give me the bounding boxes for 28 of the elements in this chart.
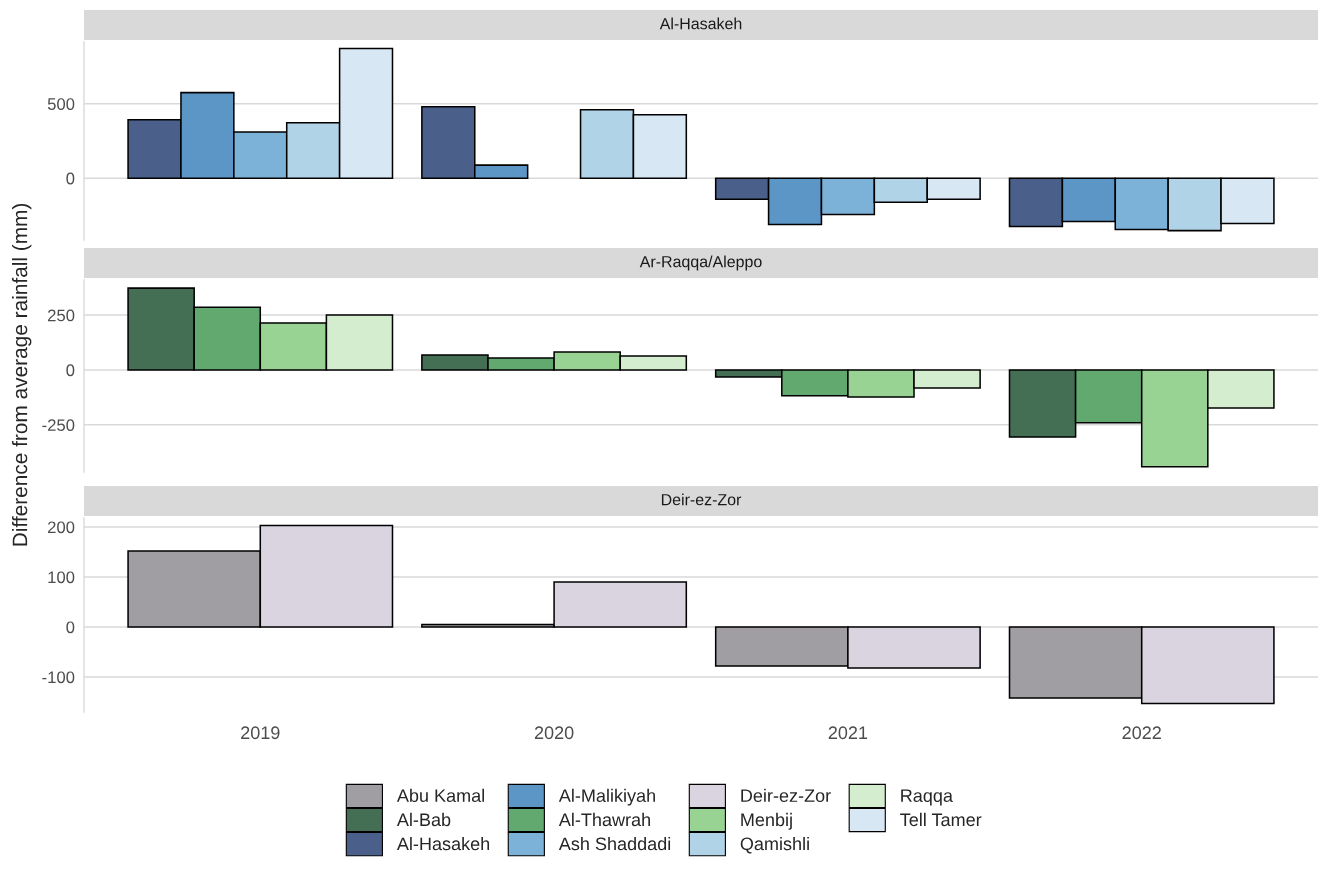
- chart-title: Ar-Raqqa/Aleppo: [639, 255, 762, 271]
- x-tick-label: 2020: [534, 726, 574, 740]
- y-tick-label: 200: [48, 521, 75, 534]
- x-tick-label: 2021: [828, 726, 868, 740]
- legend-label: Tell Tamer: [900, 812, 982, 827]
- y-tick-label: 250: [48, 309, 75, 322]
- legend-label: Al-Malikiyah: [558, 788, 655, 806]
- chart-title: Al-Hasakeh: [659, 17, 742, 30]
- legend-label: Deir-ez-Zor: [741, 788, 831, 803]
- legend-label: Al-Bab: [396, 812, 451, 827]
- x-tick-label: 2022: [1122, 726, 1161, 740]
- y-tick-label: 100: [48, 571, 75, 584]
- legend-label: Abu Kamal: [396, 788, 484, 803]
- y-tick-label: 0: [66, 172, 75, 185]
- legend-label: Qamishli: [740, 836, 809, 854]
- y-tick-label: -250: [42, 419, 75, 432]
- y-axis-title: Difference from average rainfall (mm): [12, 203, 32, 546]
- x-tick-label: 2019: [241, 726, 280, 740]
- legend-label: Al-Hasakeh: [396, 836, 490, 851]
- legend-label: Menbij: [741, 812, 792, 830]
- y-tick-label: 0: [66, 364, 75, 377]
- legend-label: Ash Shaddadi: [558, 836, 671, 851]
- y-tick-label: -100: [42, 671, 75, 684]
- legend-label: Raqqa: [901, 789, 953, 806]
- y-tick-label: 500: [47, 98, 75, 110]
- chart-title: Deir-ez-Zor: [661, 493, 742, 506]
- legend-label: Al-Thawrah: [558, 812, 650, 827]
- y-tick-label: 0: [66, 621, 75, 634]
